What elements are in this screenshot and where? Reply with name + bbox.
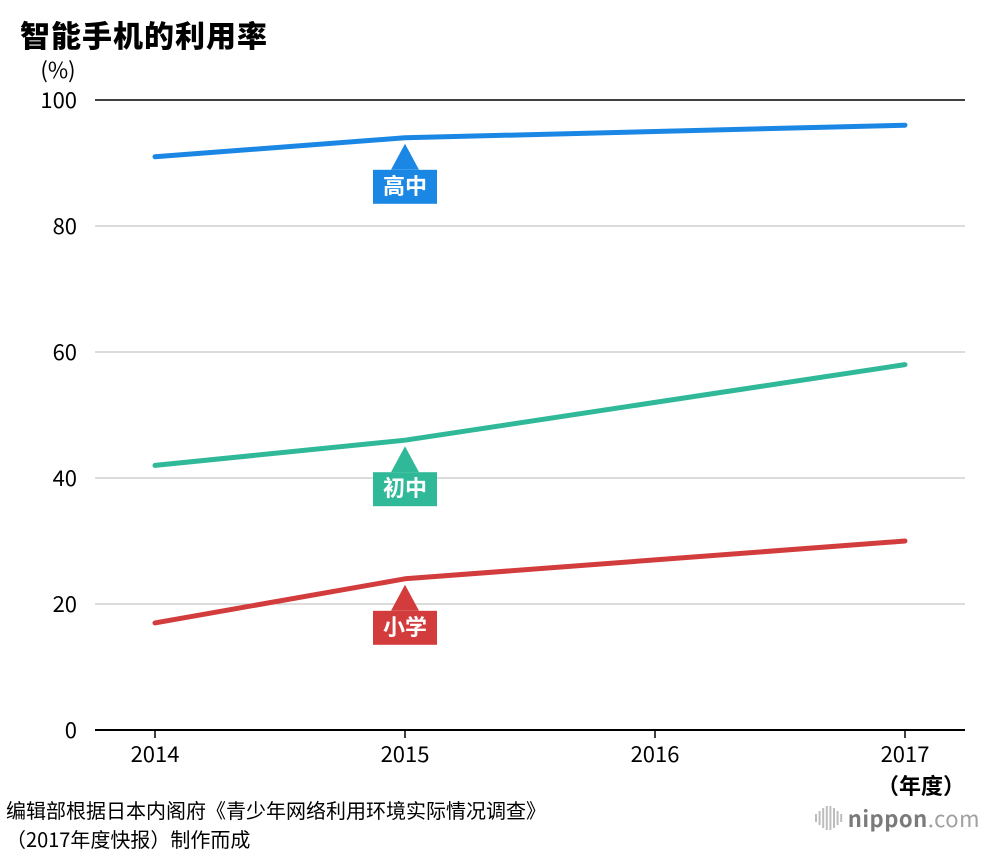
source-line-2: （2017年度快报）制作而成 <box>6 824 546 853</box>
y-tick-label: 60 <box>53 335 77 367</box>
logo-mark-icon <box>814 805 844 831</box>
logo-bar <box>829 806 831 830</box>
series-label-text-junior_high: 初中 <box>383 471 427 503</box>
y-tick-label: 80 <box>53 209 77 241</box>
series-line-high_school <box>155 125 905 157</box>
y-tick-label: 0 <box>65 713 77 745</box>
y-tick-label: 20 <box>53 587 77 619</box>
x-axis-unit: （年度） <box>877 769 965 800</box>
logo-bar <box>815 814 817 822</box>
logo-bar <box>826 806 828 830</box>
logo-bar <box>833 808 835 828</box>
x-tick-label: 2015 <box>381 737 430 769</box>
series-label-text-high_school: 高中 <box>383 169 427 201</box>
series-line-junior_high <box>155 365 905 466</box>
logo-bar <box>822 808 824 828</box>
source-note: 编辑部根据日本内阁府《青少年网络利用环境实际情况调查》 （2017年度快报）制作… <box>6 795 546 853</box>
logo-text: nippon.com <box>848 802 980 834</box>
logo-bar <box>840 814 842 822</box>
x-tick-label: 2017 <box>881 737 930 769</box>
logo-bar <box>818 811 820 825</box>
series-label-pointer-high_school <box>391 144 419 170</box>
series-label-pointer-junior_high <box>391 446 419 472</box>
source-line-1: 编辑部根据日本内阁府《青少年网络利用环境实际情况调查》 <box>6 795 546 824</box>
series-line-elementary <box>155 541 905 623</box>
series-label-pointer-elementary <box>391 585 419 611</box>
usage-line-chart: 0 20 40 60 80 100(%) 2014 2015 2016 2017（年度） 高中初中小… <box>0 0 1000 800</box>
y-tick-label: 100 <box>40 83 77 115</box>
y-axis-unit: (%) <box>40 53 75 85</box>
page: 智能手机的利用率 020406080100(%)2014201520162017… <box>0 0 1000 856</box>
x-tick-label: 2016 <box>631 737 680 769</box>
y-tick-label: 40 <box>53 461 77 493</box>
logo-bar <box>836 811 838 825</box>
series-label-text-elementary: 小学 <box>383 610 427 642</box>
site-logo: nippon.com <box>814 802 980 834</box>
x-tick-label: 2014 <box>131 737 180 769</box>
